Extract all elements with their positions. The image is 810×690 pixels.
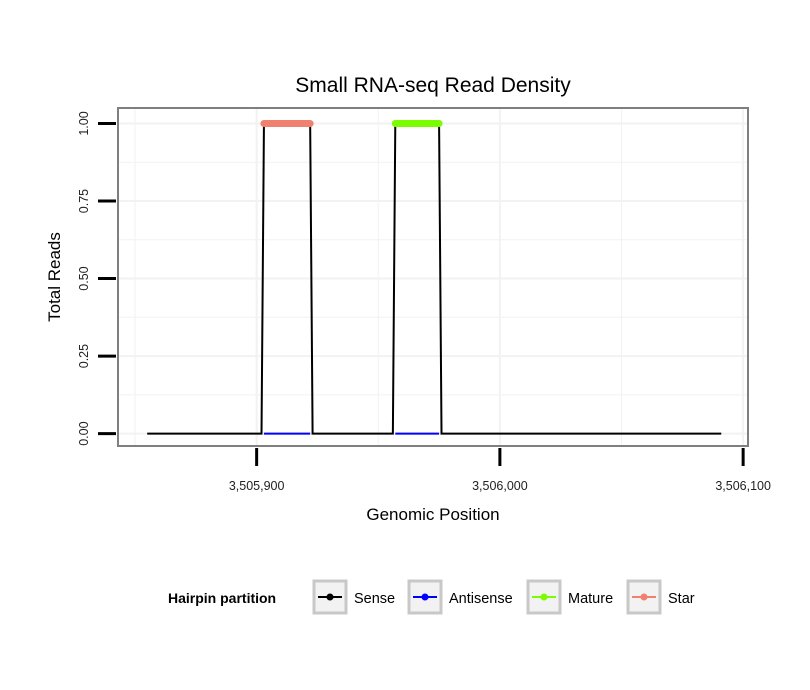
legend-key-dot (540, 593, 548, 601)
legend-item-star: Star (626, 579, 695, 615)
x-axis-title: Genomic Position (366, 505, 499, 524)
legend-item-antisense: Antisense (407, 579, 513, 615)
grid (118, 108, 748, 446)
y-tick-label: 0.00 (77, 421, 91, 445)
legend-label-mature: Mature (568, 591, 613, 607)
axes: 0.00 0.25 0.50 0.75 1.00 3,505,900 3,506,000 3,… (77, 111, 771, 493)
legend-label-star: Star (668, 591, 695, 607)
legend-item-mature: Mature (526, 579, 613, 615)
y-tick-label: 1.00 (77, 111, 91, 135)
legend-label-sense: Sense (354, 591, 395, 607)
chart-title: Small RNA-seq Read Density (295, 74, 571, 97)
legend-title: Hairpin partition (168, 590, 276, 606)
plot-panel-border (117, 107, 749, 447)
y-tick-label: 0.25 (77, 344, 91, 368)
x-tick-label: 3,505,900 (229, 479, 285, 493)
x-tick-label: 3,506,100 (715, 479, 771, 493)
y-tick-label: 0.75 (77, 189, 91, 213)
x-tick-label: 3,506,000 (472, 479, 528, 493)
series-layer (147, 120, 722, 435)
legend-key-dot (421, 593, 429, 601)
y-tick-label: 0.50 (77, 266, 91, 290)
legend-key-dot (326, 593, 334, 601)
legend-item-sense: Sense (312, 579, 395, 615)
legend-key-box (526, 579, 562, 615)
legend-key-dot (640, 593, 648, 601)
series-line-sense (147, 122, 722, 435)
legend-label-antisense: Antisense (449, 591, 513, 607)
legend: Hairpin partition Sense Antisense Mature St… (168, 579, 695, 615)
y-axis-title: Total Reads (45, 232, 64, 322)
